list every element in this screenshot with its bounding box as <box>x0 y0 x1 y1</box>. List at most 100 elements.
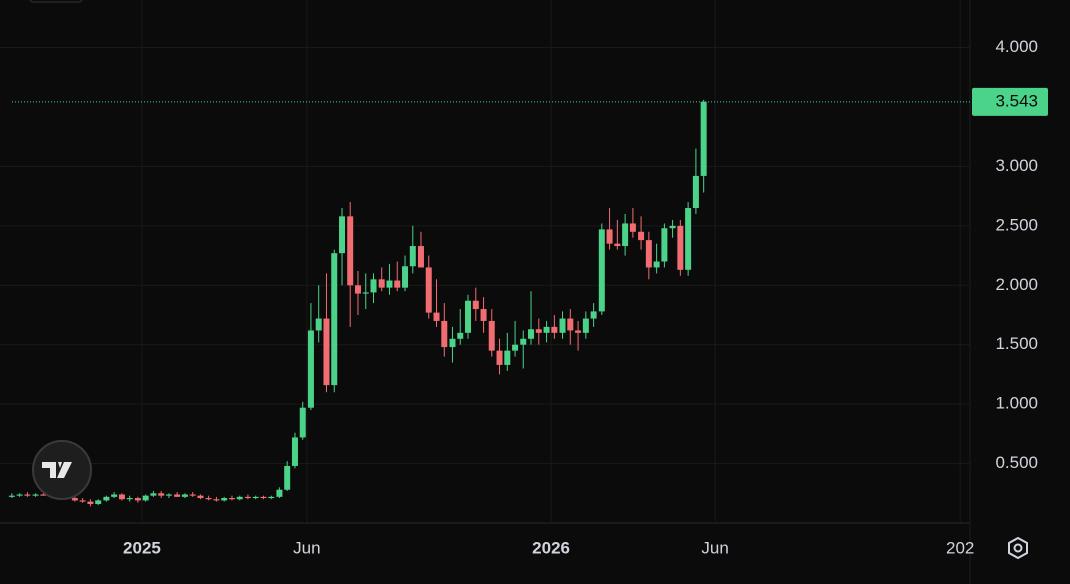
candle-body <box>174 494 181 497</box>
candle-body <box>559 318 566 333</box>
candle-body <box>213 499 220 501</box>
x-tick-label: 2025 <box>123 538 161 557</box>
x-tick-label: 2026 <box>532 538 570 557</box>
candle-body <box>598 229 605 312</box>
candle-body <box>236 496 243 500</box>
candle-body <box>284 465 291 490</box>
x-tick-label: Jun <box>293 538 320 557</box>
candle-body <box>669 225 676 229</box>
candle-body <box>677 225 684 270</box>
candle-body <box>118 494 125 500</box>
candle-body <box>496 350 503 365</box>
candle-body <box>111 494 118 497</box>
candle-body <box>433 312 440 321</box>
candle-body <box>606 229 613 244</box>
candle-body <box>307 330 314 408</box>
candle-body <box>378 279 385 288</box>
y-tick-label: 2.500 <box>995 215 1038 234</box>
candle-body <box>465 300 472 333</box>
candle-body <box>244 496 251 499</box>
candle-body <box>103 496 110 501</box>
candle-body <box>638 231 645 241</box>
y-tick-label: 3.000 <box>995 156 1038 175</box>
candle-body <box>543 326 550 333</box>
candle-body <box>417 246 424 268</box>
candle-body <box>331 253 338 386</box>
candle-body <box>134 498 141 501</box>
candle-body <box>622 223 629 247</box>
candle-body <box>24 494 31 496</box>
candle-body <box>661 228 668 262</box>
x-tick-label: 202 <box>946 538 974 557</box>
candle-body <box>158 493 165 496</box>
candles <box>8 99 970 507</box>
candle-body <box>126 498 133 500</box>
candle-body <box>165 494 172 496</box>
candle-body <box>142 495 149 501</box>
candle-body <box>323 318 330 386</box>
candle-body <box>629 223 636 232</box>
candle-body <box>441 320 448 348</box>
candle-body <box>488 320 495 351</box>
candle-body <box>567 318 574 331</box>
settings-button[interactable] <box>1008 536 1028 560</box>
candle-body <box>347 216 354 286</box>
candle-body <box>339 216 346 254</box>
candle-body <box>409 246 416 267</box>
candle-body <box>150 493 157 496</box>
candle-body <box>299 407 306 438</box>
candle-body <box>205 498 212 500</box>
candle-body <box>16 494 23 496</box>
candle-body <box>40 494 47 496</box>
labels: 0.500 1.000 1.500 2.000 2.500 3.000 4.000 2025 J… <box>123 37 1048 557</box>
candle-body <box>95 500 102 504</box>
candle-body <box>32 494 39 496</box>
candle-body <box>362 292 369 294</box>
candle-body <box>512 344 519 351</box>
candle-body <box>520 338 527 345</box>
candle-body <box>181 494 188 497</box>
candle-body <box>700 101 707 176</box>
candle-body <box>614 243 621 247</box>
candle-body <box>276 489 283 497</box>
y-tick-label: 4.000 <box>995 37 1038 56</box>
candle-body <box>228 498 235 500</box>
logo[interactable] <box>32 440 92 500</box>
toolbar-button[interactable] <box>29 0 83 3</box>
candle-body <box>252 496 259 499</box>
candle-body <box>685 208 692 270</box>
candle-body <box>71 498 78 501</box>
candle-body <box>645 240 652 268</box>
candle-body <box>472 300 479 310</box>
y-tick-label: 1.500 <box>995 334 1038 353</box>
candle-body <box>189 494 196 496</box>
candle-body <box>535 329 542 333</box>
candle-body <box>79 500 86 502</box>
candle-body <box>582 318 589 333</box>
candle-body <box>354 285 361 294</box>
candle-body <box>528 329 535 339</box>
candle-body <box>197 495 204 499</box>
candle-body <box>315 318 322 331</box>
y-tick-label: 1.000 <box>995 394 1038 413</box>
candle-body <box>221 498 228 501</box>
x-tick-label: Jun <box>701 538 728 557</box>
candle-body <box>449 338 456 348</box>
last-price-box <box>972 87 1048 116</box>
candle-body <box>457 332 464 339</box>
candle-body <box>504 350 511 365</box>
candle-body <box>575 330 582 333</box>
candle-body <box>590 311 597 319</box>
candle-body <box>551 326 558 333</box>
candle-body <box>370 279 377 293</box>
candle-body <box>268 496 275 499</box>
candle-body <box>291 437 298 466</box>
candle-body <box>425 267 432 313</box>
grid <box>0 0 970 523</box>
candle-body <box>402 266 409 288</box>
y-tick-label: 0.500 <box>995 453 1038 472</box>
y-tick-label: 2.000 <box>995 275 1038 294</box>
candle-body <box>692 175 699 209</box>
candle-body <box>87 501 94 504</box>
